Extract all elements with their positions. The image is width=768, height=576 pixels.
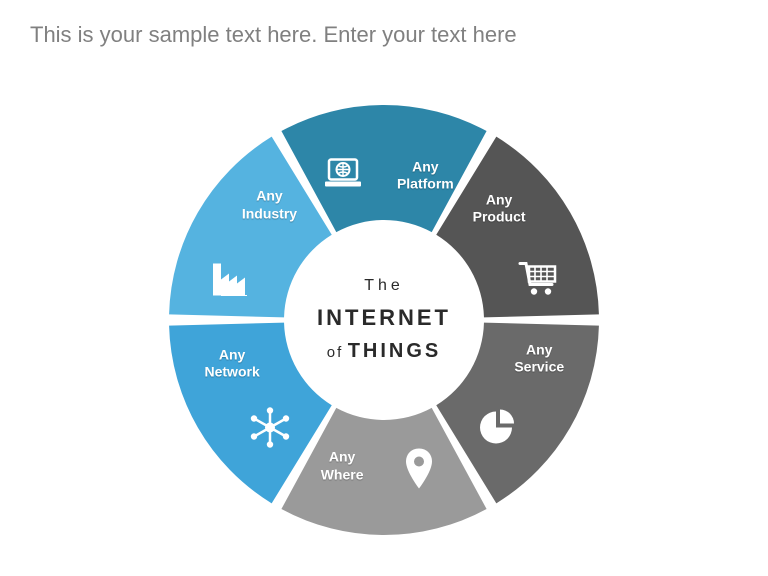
center-title: The INTERNET of THINGS (317, 275, 451, 365)
center-line-2: INTERNET (317, 302, 451, 332)
center-line-3-small: of (327, 344, 344, 361)
center-line-3: of THINGS (317, 338, 451, 365)
center-line-3-big: THINGS (348, 340, 442, 362)
center-line-1: The (317, 275, 451, 297)
header-sample-text: This is your sample text here. Enter you… (30, 22, 517, 48)
